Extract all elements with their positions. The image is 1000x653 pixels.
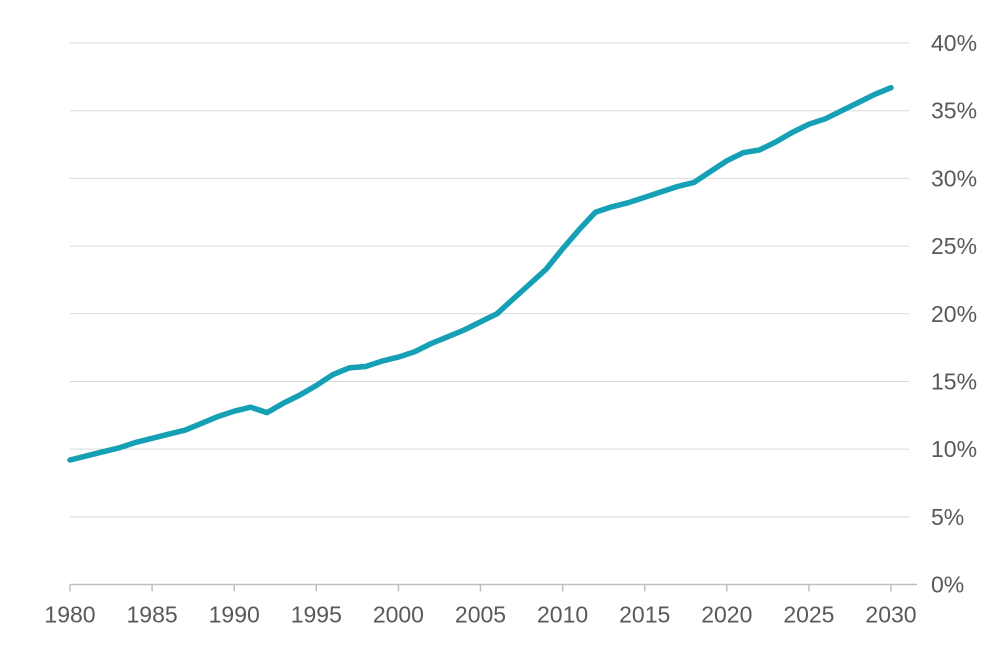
x-tick-label-2025: 2025 (783, 602, 834, 628)
x-tick-label-1995: 1995 (291, 602, 342, 628)
x-tick-label-1980: 1980 (44, 602, 95, 628)
x-tick-label-2005: 2005 (455, 602, 506, 628)
y-tick-label-10%: 10% (931, 436, 977, 462)
y-tick-label-15%: 15% (931, 368, 977, 394)
y-tick-label-5%: 5% (931, 504, 964, 530)
y-tick-label-20%: 20% (931, 301, 977, 327)
x-tick-label-2015: 2015 (619, 602, 670, 628)
x-tick-label-1985: 1985 (127, 602, 178, 628)
x-tick-label-2000: 2000 (373, 602, 424, 628)
x-tick-label-2020: 2020 (701, 602, 752, 628)
x-tick-label-1990: 1990 (209, 602, 260, 628)
y-tick-label-40%: 40% (931, 30, 977, 56)
y-tick-label-0%: 0% (931, 572, 964, 598)
y-tick-label-35%: 35% (931, 98, 977, 124)
x-tick-label-2010: 2010 (537, 602, 588, 628)
x-tick-label-2030: 2030 (865, 602, 916, 628)
y-tick-label-30%: 30% (931, 165, 977, 191)
data-line-percentage-share (67, 84, 894, 463)
y-tick-label-25%: 25% (931, 233, 977, 259)
